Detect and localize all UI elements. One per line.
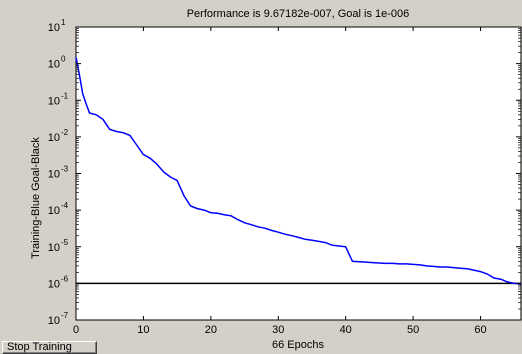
y-tick-label-base: 10: [48, 132, 60, 144]
y-tick-label-exponent: 0: [61, 55, 66, 64]
y-tick-label-base: 10: [48, 205, 60, 217]
x-tick-label: 60: [474, 324, 486, 336]
y-tick-label-exponent: -2: [61, 128, 69, 137]
y-tick-label-exponent: -3: [61, 165, 69, 174]
x-axis-label: 66 Epochs: [272, 339, 324, 351]
y-tick-label-base: 10: [48, 242, 60, 254]
y-tick-label-base: 10: [48, 95, 60, 107]
plot-area: [75, 26, 522, 321]
x-tick-label: 20: [205, 324, 217, 336]
y-tick-label-exponent: 1: [61, 18, 66, 27]
x-tick-label: 50: [407, 324, 419, 336]
y-tick-label-exponent: -4: [61, 201, 69, 210]
y-tick-label-exponent: -6: [61, 274, 69, 283]
y-tick-label-base: 10: [48, 59, 60, 71]
y-tick-label-base: 10: [48, 22, 60, 34]
y-tick-label-base: 10: [48, 278, 60, 290]
y-tick-label-exponent: -1: [61, 91, 69, 100]
y-tick-label-base: 10: [48, 169, 60, 181]
x-tick-label: 40: [340, 324, 352, 336]
chart-title: Performance is 9.67182e-007, Goal is 1e-…: [187, 8, 410, 20]
y-tick-label-exponent: -7: [61, 311, 69, 320]
x-tick-label: 0: [73, 324, 79, 336]
y-tick-label-base: 10: [48, 315, 60, 327]
x-tick-label: 30: [272, 324, 284, 336]
x-tick-label: 10: [137, 324, 149, 336]
series-line-training: [75, 57, 522, 285]
y-tick-label-exponent: -5: [61, 238, 69, 247]
y-axis-label: Training-Blue Goal-Black: [30, 137, 42, 259]
stop-training-button[interactable]: Stop Training: [2, 341, 97, 354]
